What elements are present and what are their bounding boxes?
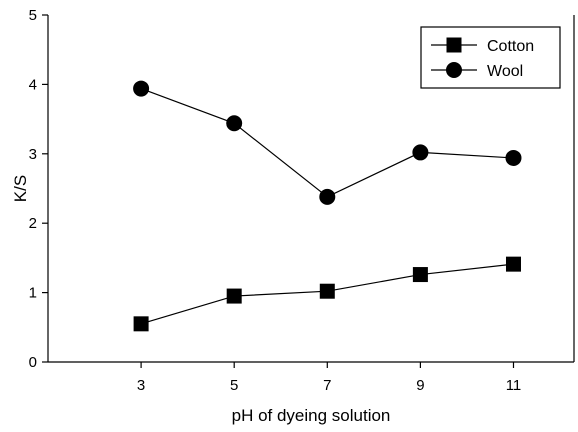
plot-frame — [47, 15, 575, 363]
y-tick-label: 5 — [29, 7, 37, 24]
x-tick-label: 9 — [416, 377, 424, 394]
legend-box — [420, 26, 561, 89]
x-tick-label: 7 — [323, 377, 331, 394]
y-tick-label: 0 — [29, 354, 37, 371]
data-point-wool — [133, 80, 150, 97]
data-point-cotton — [226, 288, 242, 304]
data-point-cotton — [133, 316, 149, 332]
data-point-cotton — [319, 283, 335, 299]
legend: Cotton Wool — [420, 26, 561, 89]
data-point-wool — [226, 115, 243, 132]
data-point-wool — [505, 149, 522, 166]
series-wool — [133, 80, 522, 205]
y-axis-title: K/S — [11, 175, 30, 202]
series-cotton — [133, 256, 521, 332]
y-tick-label: 2 — [29, 215, 37, 232]
x-tick-label: 11 — [506, 377, 522, 394]
series-layer — [133, 80, 522, 332]
legend-marker-cotton — [446, 37, 462, 53]
x-tick-label: 5 — [230, 377, 238, 394]
y-tick-label: 3 — [29, 146, 37, 163]
data-point-wool — [319, 188, 336, 205]
x-tick-label: 3 — [137, 377, 145, 394]
x-axis-title: pH of dyeing solution — [232, 406, 391, 425]
data-point-wool — [412, 144, 429, 161]
x-axis: 3 5 7 9 11 — [137, 362, 521, 394]
data-point-cotton — [412, 267, 428, 283]
legend-label-cotton: Cotton — [487, 38, 534, 55]
y-tick-label: 1 — [29, 285, 37, 302]
series-line-wool — [140, 88, 514, 198]
data-point-cotton — [505, 256, 521, 272]
legend-label-wool: Wool — [487, 63, 523, 80]
y-tick-label: 4 — [29, 76, 37, 93]
legend-marker-wool — [446, 62, 462, 78]
y-axis: 0 1 2 3 4 5 — [29, 7, 48, 371]
